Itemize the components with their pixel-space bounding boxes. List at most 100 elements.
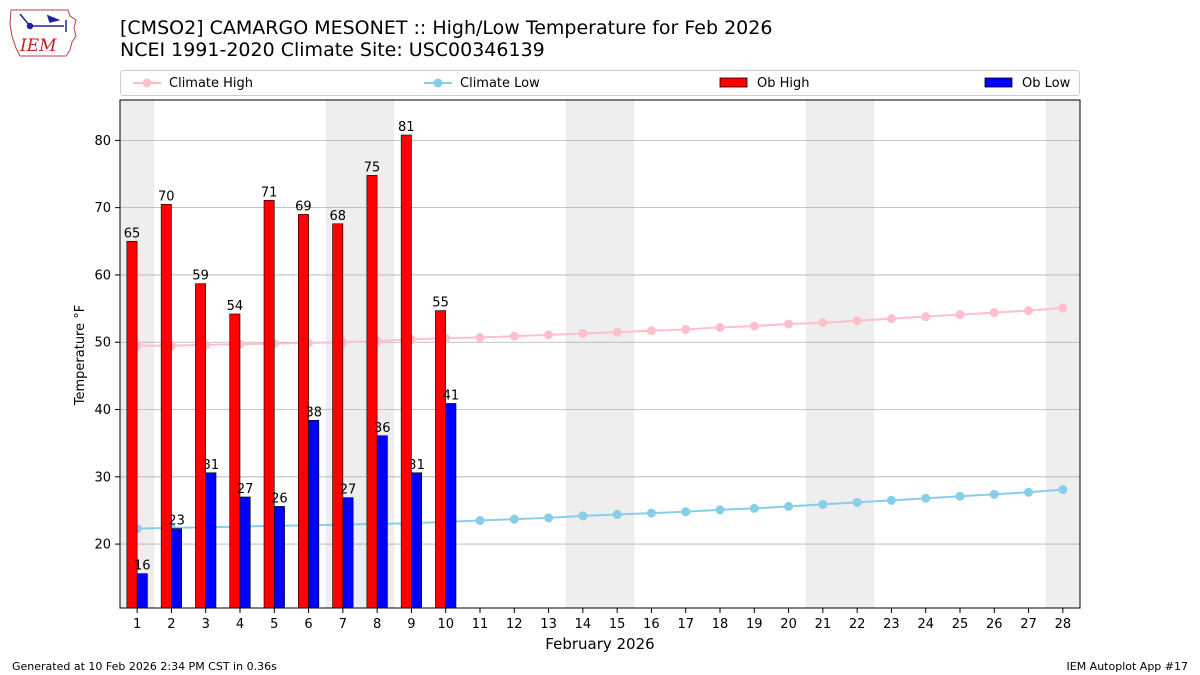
climate-high-point-day-16 <box>646 326 656 336</box>
legend-item-climate-low: Climate Low <box>424 71 540 95</box>
legend-item-climate-high: Climate High <box>133 71 253 95</box>
x-tick-label-23: 23 <box>883 617 900 632</box>
x-tick-label-15: 15 <box>609 617 626 632</box>
climate-low-point-day-12 <box>509 514 519 524</box>
legend-item-ob-high: Ob High <box>719 71 810 95</box>
ob-high-label-day-8: 75 <box>364 160 381 175</box>
x-tick-label-5: 5 <box>270 617 278 632</box>
climate-high-point-day-13 <box>544 330 554 340</box>
weekend-band-22 <box>840 100 875 608</box>
ob-high-bar-day-10 <box>435 310 447 609</box>
legend-label-ob-high: Ob High <box>757 75 810 91</box>
iem-logo: IEM <box>9 9 77 57</box>
x-tick-label-11: 11 <box>472 617 489 632</box>
x-tick-label-19: 19 <box>746 617 763 632</box>
ob-low-bar-day-6 <box>308 419 320 609</box>
ob-high-label-day-6: 69 <box>295 199 312 214</box>
climate-high-point-day-19 <box>749 321 759 331</box>
x-tick-label-10: 10 <box>437 617 454 632</box>
ob-low-label-day-2: 23 <box>168 514 185 529</box>
x-tick-label-26: 26 <box>986 617 1003 632</box>
x-tick-label-22: 22 <box>849 617 866 632</box>
climate-low-point-day-13 <box>544 513 554 523</box>
climate-low-point-day-24 <box>921 493 931 503</box>
ob-high-label-day-1: 65 <box>124 226 141 241</box>
climate-low-point-day-18 <box>715 505 725 515</box>
ob-low-label-day-9: 31 <box>408 458 425 473</box>
ob-high-label-day-10: 55 <box>432 296 449 311</box>
x-tick-label-6: 6 <box>304 617 312 632</box>
climate-high-point-day-15 <box>612 327 622 337</box>
ob-high-label-day-4: 54 <box>227 299 244 314</box>
ob-low-label-day-7: 27 <box>340 483 357 498</box>
weekend-band-15 <box>600 100 635 608</box>
climate-high-point-day-11 <box>475 333 485 343</box>
ob-low-label-day-5: 26 <box>271 491 288 506</box>
x-tick-label-13: 13 <box>540 617 557 632</box>
ob-low-swatch-icon <box>984 77 1013 88</box>
climate-high-point-day-24 <box>921 312 931 322</box>
climate-low-point-day-14 <box>578 511 588 521</box>
y-tick-label-60: 60 <box>94 268 111 283</box>
climate-high-point-day-14 <box>578 328 588 338</box>
ob-low-label-day-10: 41 <box>443 388 460 403</box>
x-tick-label-16: 16 <box>643 617 660 632</box>
ob-low-label-day-8: 36 <box>374 421 391 436</box>
ob-low-bar-day-5 <box>273 506 285 609</box>
x-tick-label-24: 24 <box>917 617 934 632</box>
ob-high-swatch-icon <box>719 77 748 88</box>
x-tick-label-8: 8 <box>373 617 381 632</box>
x-tick-label-18: 18 <box>712 617 729 632</box>
ob-low-bar-day-8 <box>376 435 388 609</box>
y-tick-label-20: 20 <box>94 538 111 553</box>
climate-high-point-day-27 <box>1024 306 1034 316</box>
climate-high-point-day-22 <box>852 316 862 326</box>
x-tick-label-20: 20 <box>780 617 797 632</box>
observation-bars <box>126 134 457 609</box>
ob-high-bar-day-7 <box>332 223 344 609</box>
ob-high-bar-day-9 <box>400 134 412 609</box>
climate-high-point-day-23 <box>886 314 896 324</box>
legend-label-climate-low: Climate Low <box>460 75 540 91</box>
climate-high-point-day-20 <box>784 319 794 329</box>
ob-high-bar-day-4 <box>229 313 241 609</box>
ob-high-label-day-2: 70 <box>158 189 175 204</box>
ob-high-label-day-7: 68 <box>329 209 346 224</box>
climate-high-point-day-17 <box>681 324 691 334</box>
chart-title: [CMSO2] CAMARGO MESONET :: High/Low Temp… <box>120 17 773 39</box>
y-tick-label-50: 50 <box>94 336 111 351</box>
climate-low-point-day-25 <box>955 491 965 501</box>
x-tick-label-9: 9 <box>407 617 415 632</box>
climate-high-point-day-18 <box>715 322 725 332</box>
climate-high-point-day-28 <box>1058 303 1068 313</box>
legend-label-climate-high: Climate High <box>169 75 254 91</box>
y-tick-label-30: 30 <box>94 470 111 485</box>
x-tick-label-7: 7 <box>339 617 347 632</box>
climate-low-line-icon <box>424 78 452 88</box>
weather-station-icon <box>19 13 67 32</box>
ob-high-bar-day-2 <box>160 203 172 609</box>
ob-low-label-day-6: 38 <box>305 405 322 420</box>
climate-low-point-day-11 <box>475 516 485 526</box>
x-tick-label-1: 1 <box>133 617 141 632</box>
ob-low-label-day-4: 27 <box>237 482 254 497</box>
ob-low-bar-day-7 <box>342 497 354 609</box>
climate-high-point-day-12 <box>509 331 519 341</box>
legend-label-ob-low: Ob Low <box>1022 75 1071 91</box>
x-tick-label-4: 4 <box>236 617 244 632</box>
climate-high-point-day-26 <box>989 308 999 318</box>
ob-low-bar-day-4 <box>239 496 251 609</box>
footer-app: IEM Autoplot App #17 <box>1066 660 1189 673</box>
climate-high-line-icon <box>133 78 161 88</box>
ob-low-label-day-3: 31 <box>203 458 220 473</box>
legend: Climate High Climate Low Ob High Ob Low <box>120 70 1080 96</box>
climate-low-line <box>137 488 1063 530</box>
y-tick-label-40: 40 <box>94 403 111 418</box>
climate-high-point-day-21 <box>818 318 828 328</box>
ob-high-label-day-9: 81 <box>398 120 415 135</box>
climate-low-point-day-16 <box>646 508 656 518</box>
x-tick-label-14: 14 <box>575 617 592 632</box>
x-tick-label-2: 2 <box>167 617 175 632</box>
ob-low-bar-day-3 <box>205 472 217 609</box>
